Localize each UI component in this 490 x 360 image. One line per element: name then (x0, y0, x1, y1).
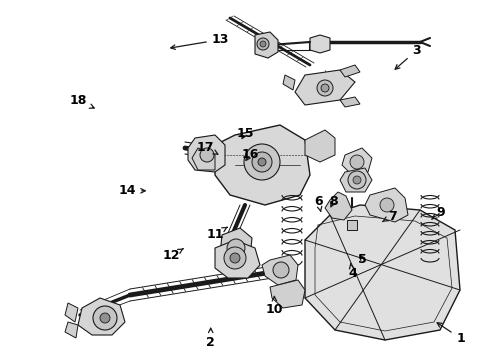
Circle shape (200, 148, 214, 162)
Polygon shape (365, 188, 408, 222)
Text: 8: 8 (329, 195, 338, 208)
Polygon shape (188, 135, 225, 172)
Text: 2: 2 (206, 328, 215, 348)
Text: 15: 15 (236, 127, 254, 140)
Text: 13: 13 (171, 33, 229, 49)
Polygon shape (270, 280, 305, 308)
Polygon shape (283, 75, 295, 90)
Text: 17: 17 (197, 141, 218, 154)
Polygon shape (78, 298, 125, 335)
Polygon shape (255, 32, 278, 58)
Text: 12: 12 (163, 249, 183, 262)
Polygon shape (220, 228, 252, 265)
Polygon shape (325, 192, 352, 220)
Text: 18: 18 (70, 94, 94, 108)
Text: 1: 1 (437, 323, 465, 345)
Polygon shape (340, 97, 360, 107)
Text: 11: 11 (207, 227, 227, 240)
Circle shape (93, 306, 117, 330)
Circle shape (380, 198, 394, 212)
Polygon shape (347, 220, 357, 230)
Text: 14: 14 (119, 184, 145, 197)
Text: 3: 3 (395, 44, 421, 69)
Polygon shape (305, 205, 460, 340)
Text: 7: 7 (382, 210, 396, 222)
Circle shape (230, 253, 240, 263)
Polygon shape (305, 130, 335, 162)
Polygon shape (262, 255, 298, 285)
Circle shape (317, 80, 333, 96)
Polygon shape (258, 36, 265, 54)
Text: 4: 4 (348, 264, 357, 280)
Circle shape (224, 247, 246, 269)
Circle shape (260, 41, 266, 47)
Text: 5: 5 (358, 253, 367, 266)
Polygon shape (65, 322, 78, 338)
Circle shape (353, 176, 361, 184)
Circle shape (100, 313, 110, 323)
Circle shape (244, 144, 280, 180)
Text: 16: 16 (241, 148, 259, 161)
Polygon shape (215, 125, 310, 205)
Polygon shape (65, 303, 78, 322)
Polygon shape (342, 148, 372, 175)
Polygon shape (310, 35, 330, 53)
Circle shape (227, 239, 245, 257)
Circle shape (321, 84, 329, 92)
Polygon shape (340, 168, 372, 192)
Circle shape (258, 158, 266, 166)
Circle shape (252, 152, 272, 172)
Circle shape (273, 262, 289, 278)
Polygon shape (340, 65, 360, 77)
Circle shape (348, 171, 366, 189)
Polygon shape (192, 148, 215, 170)
Text: 10: 10 (266, 297, 283, 316)
Circle shape (257, 38, 269, 50)
Polygon shape (295, 70, 355, 105)
Polygon shape (215, 240, 260, 278)
Text: 6: 6 (314, 195, 323, 211)
Text: 9: 9 (432, 206, 445, 219)
Circle shape (350, 155, 364, 169)
